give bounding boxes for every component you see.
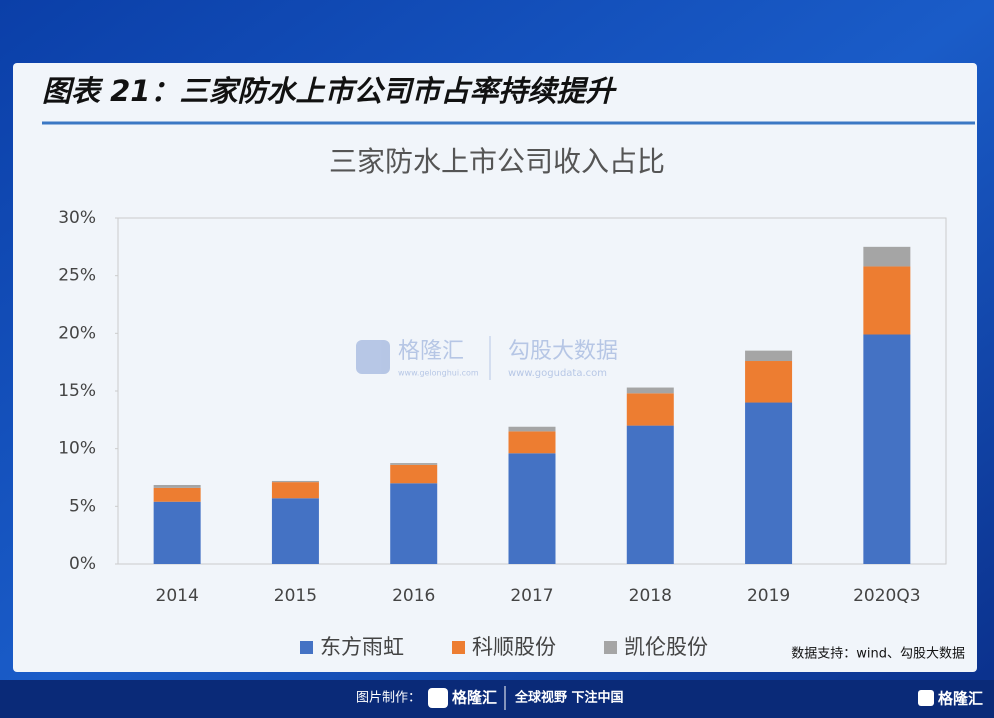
y-tick-label: 25% [58,266,96,286]
legend-label: 科顺股份 [472,635,556,659]
bar-segment [508,431,556,454]
bar-segment [863,266,911,335]
watermark-brand: 格隆汇 [398,339,464,364]
watermark-partner-url: www.gogudata.com [508,368,607,379]
y-tick-label: 20% [58,323,96,343]
watermark: 格隆汇 www.gelonghui.com 勾股大数据 www.gogudata… [356,336,618,380]
bar-segment [508,453,556,564]
footer-brand: 格隆汇 [452,689,497,707]
x-tick-label: 2014 [156,586,199,606]
bar-segment [271,480,319,483]
legend-swatch [300,641,313,654]
x-tick-label: 2018 [629,586,672,606]
bar-segment [626,393,674,426]
footer-made-by: 图片制作： [356,691,421,706]
bar-segment [745,402,793,564]
bar-segment [863,334,911,564]
legend-label: 凯伦股份 [624,635,708,659]
x-tick-label: 2020Q3 [853,586,920,606]
bar-segment [626,387,674,394]
watermark-url: www.gelonghui.com [398,369,479,378]
y-tick-label: 0% [69,554,96,574]
x-tick-label: 2016 [392,586,435,606]
legend-swatch [604,641,617,654]
bar-segment [271,498,319,564]
footer-corner: 格隆汇 [938,690,983,708]
source: 数据支持：wind、勾股大数据 [791,647,965,662]
footer-bar [0,680,994,718]
y-tick-label: 10% [58,439,96,459]
y-tick-label: 30% [58,208,96,228]
bar-segment [153,501,201,564]
chart-title: 三家防水上市公司收入占比 [329,145,665,178]
bar-segment [390,464,438,484]
bar-segment [390,463,438,465]
footer-slogan: 全球视野 下注中国 [514,690,624,706]
y-tick-label: 5% [69,496,96,516]
bar-segment [863,246,911,267]
legend-label: 东方雨虹 [320,635,404,659]
bar-segment [153,484,201,488]
x-tick-label: 2017 [510,586,553,606]
x-tick-label: 2019 [747,586,790,606]
watermark-partner: 勾股大数据 [508,339,618,364]
footer-logo [428,688,448,708]
legend-swatch [452,641,465,654]
corner-logo [918,690,934,706]
bar-segment [626,425,674,564]
bar-segment [745,361,793,403]
bar-segment [745,350,793,362]
bar-segment [390,483,438,564]
bar-segment [271,482,319,499]
card [13,63,977,672]
watermark-logo [356,340,390,374]
heading: 图表 21：三家防水上市公司市占率持续提升 [42,74,617,108]
y-tick-label: 15% [58,381,96,401]
x-tick-label: 2015 [274,586,317,606]
bar-segment [153,487,201,502]
bar-segment [508,426,556,432]
